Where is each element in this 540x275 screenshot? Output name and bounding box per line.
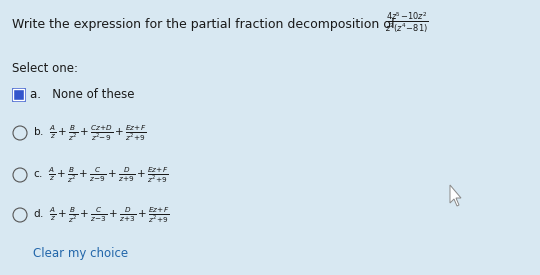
Text: a.   None of these: a. None of these	[30, 89, 134, 101]
Text: c.  $\frac{A}{z} + \frac{B}{z^2} + \frac{C}{z\!-\!9} + \frac{D}{z\!+\!9} + \frac: c. $\frac{A}{z} + \frac{B}{z^2} + \frac{…	[33, 165, 168, 185]
Polygon shape	[450, 185, 461, 206]
Circle shape	[13, 208, 27, 222]
Bar	[13, 89, 24, 100]
Circle shape	[13, 168, 27, 182]
Text: $\mathit{\frac{4z^5\!-\!10z^2}{z^2(z^4\!-\!81)}}$: $\mathit{\frac{4z^5\!-\!10z^2}{z^2(z^4\!…	[385, 10, 429, 35]
Text: Clear my choice: Clear my choice	[33, 246, 128, 260]
Bar	[12, 88, 25, 101]
Text: b.  $\frac{A}{z} + \frac{B}{z^2} + \frac{Cz\!+\!D}{z^2\!-\!9} + \frac{Ez\!+\!F}{: b. $\frac{A}{z} + \frac{B}{z^2} + \frac{…	[33, 123, 146, 143]
Text: Write the expression for the partial fraction decomposition of: Write the expression for the partial fra…	[12, 18, 395, 31]
Text: Select one:: Select one:	[12, 62, 78, 75]
Circle shape	[13, 126, 27, 140]
Text: d.  $\frac{A}{z} + \frac{B}{z^2} + \frac{C}{z\!-\!3} + \frac{D}{z\!+\!3} + \frac: d. $\frac{A}{z} + \frac{B}{z^2} + \frac{…	[33, 205, 170, 225]
